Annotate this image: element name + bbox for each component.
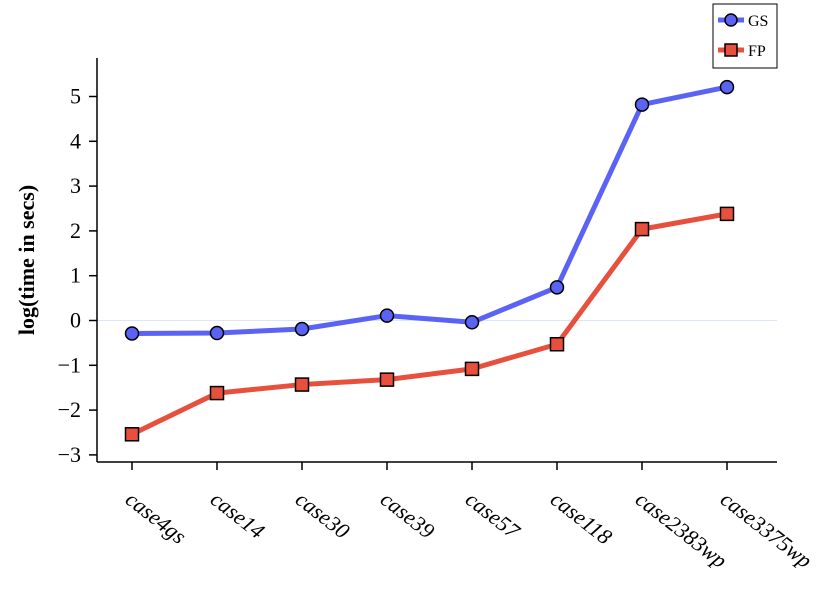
data-point [719, 79, 735, 95]
x-tick-label: case14 [206, 486, 270, 543]
x-axis: case4gs case14 case30 case39 case57 case118 ca… [97, 461, 817, 573]
x-tick-label: case57 [461, 486, 525, 544]
data-point [634, 97, 650, 112]
x-tick-label: case39 [376, 486, 440, 543]
data-point [549, 280, 565, 295]
data-point [549, 336, 565, 352]
data-point [209, 385, 225, 401]
y-tick-label: 4 [70, 128, 81, 153]
data-point [379, 308, 395, 323]
y-tick-label: 5 [70, 84, 81, 109]
y-tick-label: 2 [70, 218, 81, 243]
data-point [379, 372, 395, 387]
y-tick-label: −3 [58, 442, 81, 467]
y-tick-label: 3 [70, 173, 81, 198]
y-tick-label: 0 [70, 308, 81, 333]
x-tick-label: case3375wp [716, 486, 817, 573]
series-gs [124, 79, 735, 341]
data-point [719, 206, 735, 222]
legend-item-fp: FP [718, 43, 766, 60]
legend-box [712, 3, 778, 69]
data-point [124, 326, 140, 341]
data-point [294, 377, 310, 392]
legend-item-gs: GS [718, 13, 768, 30]
x-tick-label: case30 [291, 486, 355, 543]
y-tick-label: −2 [58, 397, 81, 422]
data-point [294, 321, 310, 337]
series-layer [124, 79, 735, 442]
x-tick-label: case4gs [121, 486, 191, 549]
y-axis: 5 4 3 2 1 0 −1 −2 −3 [58, 58, 98, 467]
series-line [129, 84, 730, 336]
data-point [124, 427, 140, 442]
legend-marker [724, 13, 738, 27]
legend-marker [724, 43, 738, 57]
data-point [209, 325, 225, 341]
legend-label: GS [748, 13, 768, 30]
x-tick-label: case2383wp [631, 486, 732, 573]
series-line [129, 211, 730, 437]
series-fp [124, 206, 735, 442]
y-tick-label: −1 [58, 352, 81, 377]
data-point [634, 221, 650, 237]
legend-label: FP [748, 43, 766, 60]
x-tick-label: case118 [546, 486, 617, 549]
data-point [464, 361, 480, 377]
y-tick-label: 1 [70, 263, 81, 288]
y-axis-title: log(time in secs) [14, 185, 39, 335]
data-point [464, 315, 480, 330]
legend: GS FP [712, 3, 778, 69]
